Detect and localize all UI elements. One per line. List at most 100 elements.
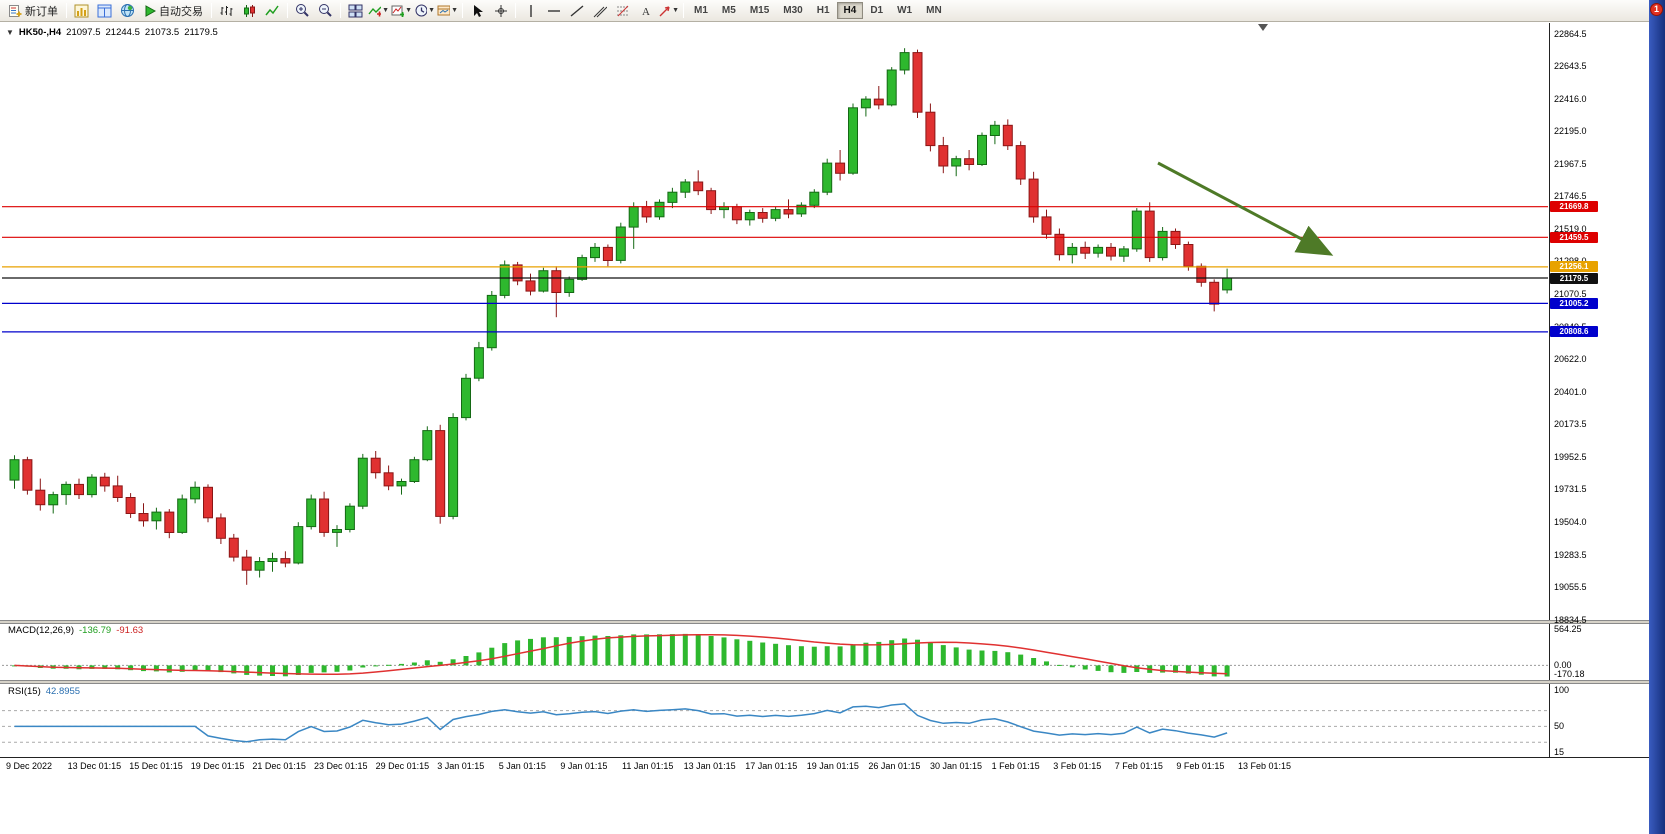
templates-button[interactable]: ▼ bbox=[436, 1, 459, 20]
chart-close-value: 21179.5 bbox=[184, 27, 218, 38]
arrows-tool-button[interactable]: ▼ bbox=[657, 1, 680, 20]
timeframe-group: M1 M5 M15 M30 H1 H4 D1 W1 MN bbox=[687, 2, 949, 19]
timeframe-button-h4[interactable]: H4 bbox=[836, 2, 864, 19]
time-axis-label: 26 Jan 01:15 bbox=[868, 761, 921, 771]
data-window-button[interactable] bbox=[93, 1, 116, 20]
toolbar-separator bbox=[66, 3, 67, 18]
level-price-badge: 21179.5 bbox=[1550, 272, 1598, 284]
toolbar-separator bbox=[211, 3, 212, 18]
dropdown-caret-icon: ▼ bbox=[405, 7, 412, 14]
notification-badge[interactable]: 1 bbox=[1650, 3, 1663, 16]
text-icon: A bbox=[642, 6, 650, 18]
candlestick-icon bbox=[244, 4, 255, 17]
time-axis-label: 21 Dec 01:15 bbox=[252, 761, 306, 771]
market-watch-button[interactable] bbox=[70, 1, 93, 20]
trendline-tool-button[interactable] bbox=[565, 1, 588, 20]
line-chart-mode-button[interactable] bbox=[261, 1, 284, 20]
price-axis-label: 19055.5 bbox=[1554, 582, 1587, 592]
cursor-tool-button[interactable] bbox=[466, 1, 489, 20]
new-chart-button[interactable]: ▼ bbox=[390, 1, 413, 20]
time-axis-label: 13 Jan 01:15 bbox=[683, 761, 736, 771]
price-axis-label: 20401.0 bbox=[1554, 386, 1587, 397]
time-axis-line bbox=[0, 757, 1649, 758]
auto-trading-button[interactable]: 自动交易 bbox=[139, 1, 208, 20]
price-axis-label: 20849.5 bbox=[1554, 321, 1587, 332]
macd-signal-value: -91.63 bbox=[116, 625, 144, 636]
price-axis-label: 21746.5 bbox=[1554, 191, 1587, 202]
price-axis-label: 21967.5 bbox=[1554, 158, 1587, 169]
data-window-icon bbox=[97, 4, 112, 17]
price-axis-label: 21070.5 bbox=[1554, 289, 1587, 299]
indicators-button[interactable]: ▼ bbox=[367, 1, 390, 20]
time-axis-label: 17 Jan 01:15 bbox=[745, 761, 798, 771]
clock-icon bbox=[415, 4, 428, 17]
time-axis-label: 1 Feb 01:15 bbox=[991, 761, 1040, 771]
crosshair-tool-button[interactable] bbox=[489, 1, 512, 20]
tile-windows-button[interactable] bbox=[344, 1, 367, 20]
level-price-badge: 21005.2 bbox=[1550, 297, 1598, 309]
toolbar-separator bbox=[515, 3, 516, 18]
time-axis-label: 13 Feb 01:15 bbox=[1238, 761, 1292, 771]
timeframe-button-m15[interactable]: M15 bbox=[743, 2, 776, 19]
dropdown-caret-icon: ▼ bbox=[428, 7, 435, 14]
new-order-label: 新订单 bbox=[25, 5, 58, 18]
channel-tool-button[interactable] bbox=[588, 1, 611, 20]
dropdown-caret-icon: ▼ bbox=[672, 7, 679, 14]
level-price-badge: 21669.8 bbox=[1550, 201, 1598, 213]
new-order-button[interactable]: 新订单 bbox=[3, 1, 63, 20]
macd-label: MACD(12,26,9) bbox=[8, 625, 74, 636]
price-axis-label: 22195.0 bbox=[1554, 126, 1587, 137]
timeframe-button-m30[interactable]: M30 bbox=[776, 2, 809, 19]
chart-open-value: 21097.5 bbox=[66, 27, 101, 38]
timeframe-button-mn[interactable]: MN bbox=[919, 2, 949, 19]
channel-icon bbox=[593, 6, 607, 17]
time-axis-label: 9 Jan 01:15 bbox=[560, 761, 608, 771]
time-axis-label: 30 Jan 01:15 bbox=[930, 761, 983, 771]
trendline-icon bbox=[570, 4, 583, 17]
time-axis-label: 23 Dec 01:15 bbox=[314, 761, 368, 771]
vertical-line-icon bbox=[529, 4, 532, 17]
indicator-axis-label: 50 bbox=[1554, 721, 1565, 732]
one-click-expander-icon[interactable]: ▼ bbox=[6, 28, 14, 37]
zoom-in-button[interactable] bbox=[291, 1, 314, 20]
time-axis-label: 15 Dec 01:15 bbox=[129, 761, 183, 771]
fibonacci-tool-button[interactable] bbox=[611, 1, 634, 20]
indicator-axis-label: -170.18 bbox=[1554, 669, 1585, 679]
bar-chart-mode-button[interactable] bbox=[215, 1, 238, 20]
time-axis-label: 19 Dec 01:15 bbox=[190, 761, 245, 771]
timeframe-button-d1[interactable]: D1 bbox=[863, 2, 890, 19]
time-axis-label: 9 Dec 2022 bbox=[6, 761, 53, 771]
dropdown-caret-icon: ▼ bbox=[451, 7, 458, 14]
timeframe-button-w1[interactable]: W1 bbox=[890, 2, 919, 19]
web-terminal-button[interactable] bbox=[116, 1, 139, 20]
candlestick-mode-button[interactable] bbox=[238, 1, 261, 20]
timeframe-button-m5[interactable]: M5 bbox=[715, 2, 743, 19]
zoom-out-button[interactable] bbox=[314, 1, 337, 20]
text-tool-button[interactable]: A bbox=[634, 1, 657, 20]
horizontal-line-tool-button[interactable] bbox=[542, 1, 565, 20]
price-axis-label: 21519.0 bbox=[1554, 223, 1587, 234]
chart-high-value: 21244.5 bbox=[105, 27, 140, 38]
price-axis-label: 22643.5 bbox=[1554, 61, 1587, 72]
indicator-axis-label: 564.25 bbox=[1554, 624, 1582, 634]
price-axis-label: 19952.5 bbox=[1554, 451, 1587, 462]
crosshair-icon bbox=[494, 4, 507, 17]
tile-windows-icon bbox=[348, 4, 363, 17]
level-price-badge: 21459.5 bbox=[1550, 231, 1598, 243]
level-price-badge: 21256.1 bbox=[1550, 261, 1598, 273]
time-axis-label: 5 Jan 01:15 bbox=[498, 761, 546, 771]
globe-icon bbox=[121, 4, 134, 17]
rsi-panel-splitter[interactable] bbox=[0, 680, 1649, 684]
main-toolbar: 新订单 自动交易 ▼ ▼ ▼ ▼ bbox=[0, 0, 1649, 22]
right-dock-strip bbox=[1649, 0, 1665, 834]
fibonacci-icon bbox=[616, 5, 629, 16]
periods-button[interactable]: ▼ bbox=[413, 1, 436, 20]
indicator-axis-label: 0.00 bbox=[1554, 660, 1572, 671]
timeframe-button-h1[interactable]: H1 bbox=[810, 2, 837, 19]
template-icon bbox=[437, 5, 451, 15]
zoom-in-icon bbox=[296, 4, 309, 17]
macd-panel-splitter[interactable] bbox=[0, 620, 1649, 624]
vertical-line-tool-button[interactable] bbox=[519, 1, 542, 20]
timeframe-button-m1[interactable]: M1 bbox=[687, 2, 715, 19]
